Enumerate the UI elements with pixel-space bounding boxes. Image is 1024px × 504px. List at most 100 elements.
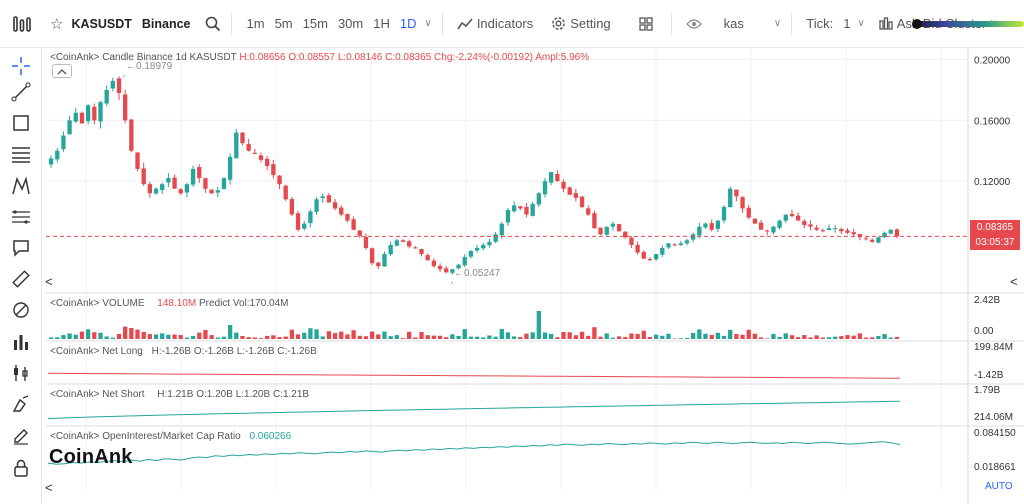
position-icon[interactable] (9, 361, 33, 385)
layout-grid-button[interactable] (639, 16, 657, 31)
volume-bar (505, 332, 511, 339)
coin-dropdown-chevron-icon[interactable]: ∨ (773, 18, 782, 29)
candle-body (79, 112, 85, 124)
candle-body (666, 243, 671, 248)
volume-bar (715, 332, 721, 339)
fibonacci-icon[interactable] (9, 205, 33, 229)
candle-body (660, 247, 665, 255)
candle-open: O:0.08557 (288, 52, 336, 63)
indicators-button[interactable]: Indicators (457, 16, 533, 31)
setting-button[interactable]: Setting (551, 16, 611, 31)
volume-bar (808, 337, 813, 339)
interval-1m[interactable]: 1m (246, 16, 265, 31)
ruler-icon[interactable] (9, 267, 33, 291)
candle-body (851, 232, 856, 235)
auto-scale-button[interactable]: AUTO (985, 481, 1013, 492)
interval-1d[interactable]: 1D (399, 16, 417, 31)
oi-legend: <CoinAnk> OpenInterest/Market Cap Ratio … (50, 431, 291, 442)
volume-bar (85, 329, 91, 339)
collapse-legend-button[interactable] (52, 64, 72, 78)
volume-bar (660, 335, 665, 339)
crosshair-icon[interactable] (9, 54, 33, 78)
scroll-right-arrow-icon[interactable]: < (1010, 274, 1018, 289)
volume-bar (524, 333, 529, 339)
candle-body (61, 135, 66, 150)
volume-bar (481, 337, 486, 339)
volume-bar (129, 327, 134, 339)
volume-bar (277, 337, 282, 339)
candle-body (752, 218, 758, 224)
candle-body (190, 168, 196, 185)
heatmap-slider-handle[interactable] (912, 19, 922, 29)
volume-bar (116, 333, 122, 339)
volume-bar (536, 311, 541, 339)
pane-separators (46, 292, 1024, 427)
brush-icon[interactable] (9, 298, 33, 322)
search-icon[interactable] (205, 16, 221, 32)
candle-body (73, 112, 78, 122)
favorite-star-icon[interactable]: ☆ (50, 15, 64, 33)
candle-body (394, 240, 399, 246)
volume-bar (851, 335, 856, 339)
horizontal-lines-icon[interactable] (9, 142, 33, 166)
candle-body (116, 78, 122, 94)
coin-search-value[interactable]: kas (723, 16, 744, 31)
rectangle-icon[interactable] (9, 111, 33, 135)
candle-body (870, 239, 875, 242)
volume-bar (653, 334, 659, 339)
interval-15m[interactable]: 15m (302, 16, 328, 31)
tick-value[interactable]: 1 (843, 16, 851, 31)
volume-bar (468, 336, 474, 339)
eraser-icon[interactable] (9, 392, 33, 416)
scroll-left-arrow-icon[interactable]: < (45, 274, 53, 289)
volume-bar (234, 332, 239, 339)
eye-toggle-button[interactable] (685, 18, 706, 30)
volume-bar (110, 337, 115, 339)
separator (441, 12, 443, 35)
volume-legend-title: <CoinAnk> VOLUME (50, 298, 145, 309)
exchange-name[interactable]: Binance (141, 16, 191, 31)
volume-bar (573, 335, 579, 339)
trend-line-icon[interactable] (9, 80, 33, 104)
volume-bar (684, 338, 690, 339)
candle-body (765, 230, 770, 232)
volume-bar (369, 331, 375, 339)
chart-type-icon[interactable] (0, 14, 44, 34)
candle-body (123, 94, 128, 121)
callout-icon[interactable] (9, 236, 33, 260)
candle-body (308, 211, 313, 224)
volume-bar (55, 337, 60, 339)
interval-30m[interactable]: 30m (337, 16, 364, 31)
cluster-icon (879, 16, 893, 30)
volume-bar (666, 333, 671, 339)
indicators-icon (457, 17, 473, 29)
volume-bar (795, 337, 801, 339)
candle-body (462, 257, 467, 266)
lock-icon[interactable] (9, 456, 33, 480)
volume-bar (826, 337, 832, 339)
candle-body (141, 168, 146, 185)
interval-1h[interactable]: 1H (373, 16, 390, 31)
interval-dropdown-chevron-icon[interactable]: ∨ (424, 18, 432, 29)
netshort-close: C:1.21B (272, 389, 310, 400)
time-scroll-left-arrow-icon[interactable]: < (45, 480, 53, 495)
pencil-icon[interactable] (9, 424, 33, 448)
symbol-name[interactable]: KASUSDT (71, 16, 132, 31)
tick-dropdown-chevron-icon[interactable]: ∨ (857, 18, 865, 29)
volume-bar (709, 334, 714, 339)
candle-body (277, 175, 282, 185)
candle-body (468, 250, 474, 257)
oi-axis-tick: 0.084150 (974, 428, 1016, 439)
candle-body (203, 178, 208, 189)
volume-bar (487, 335, 492, 339)
volume-bar (765, 338, 770, 339)
netlong-legend-title: <CoinAnk> Net Long (50, 346, 143, 357)
bar-chart-icon[interactable] (9, 330, 33, 354)
interval-5m[interactable]: 5m (274, 16, 293, 31)
candle-body (320, 196, 325, 198)
candle-body (598, 227, 603, 235)
volume-bar (407, 331, 412, 339)
heatmap-gradient-slider[interactable] (914, 21, 1024, 27)
pattern-icon[interactable] (9, 174, 33, 198)
